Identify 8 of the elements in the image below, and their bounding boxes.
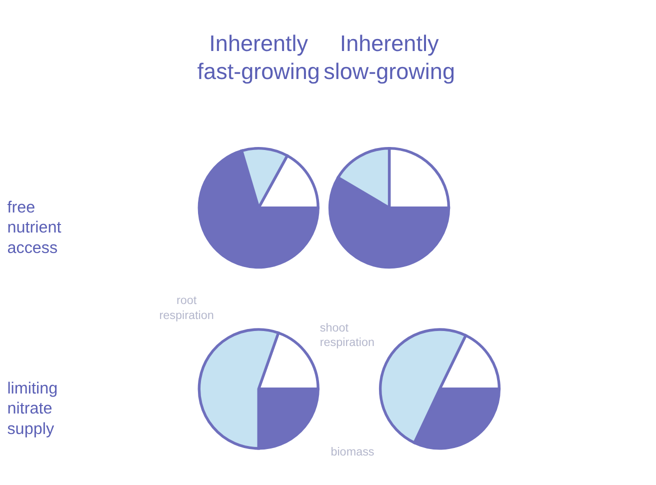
chart-title: Inherently slow-growing bbox=[324, 31, 455, 84]
slice-label: root respiration bbox=[159, 294, 214, 322]
text: free nutrient access bbox=[7, 198, 62, 257]
pie-slice bbox=[198, 149, 320, 269]
slice-label: biomass bbox=[330, 446, 374, 459]
text: limiting nitrate supply bbox=[7, 379, 58, 438]
chart-title: Inherently fast-growing bbox=[197, 31, 320, 84]
slice-label: shoot respiration bbox=[320, 321, 375, 349]
